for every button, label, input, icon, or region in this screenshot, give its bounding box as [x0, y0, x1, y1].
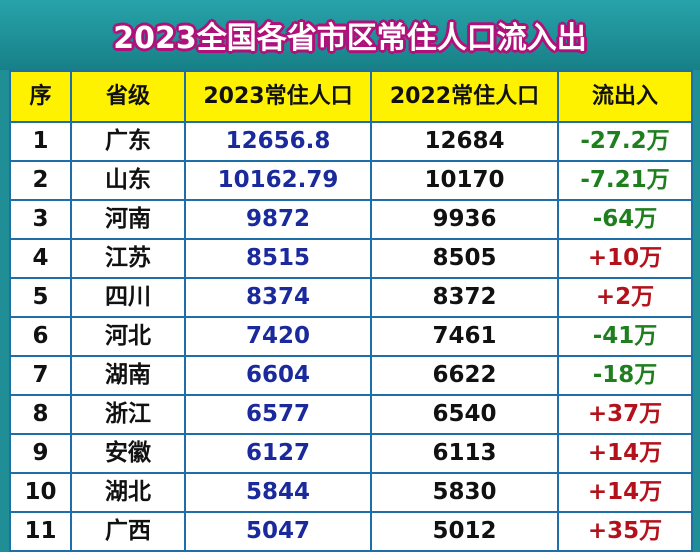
row-pop-2022: 12684: [370, 121, 559, 162]
row-pop-2022: 5012: [370, 511, 559, 552]
page-title: 2023全国各省市区常住人口流入出: [113, 21, 587, 56]
row-index: 7: [9, 355, 72, 396]
row-flow: -18万: [557, 355, 693, 396]
title-bar: 2023全国各省市区常住人口流入出: [0, 0, 700, 70]
row-pop-2023: 6604: [184, 355, 372, 396]
row-province: 浙江: [70, 394, 186, 435]
row-province: 山东: [70, 160, 186, 201]
table-row: 5 四川 8374 8372 +2万: [9, 277, 693, 318]
row-index: 1: [9, 121, 72, 162]
row-flow: +2万: [557, 277, 693, 318]
row-province: 河北: [70, 316, 186, 357]
row-pop-2023: 6577: [184, 394, 372, 435]
table-row: 7 湖南 6604 6622 -18万: [9, 355, 693, 396]
row-province: 四川: [70, 277, 186, 318]
row-flow: +14万: [557, 472, 693, 513]
row-province: 安徽: [70, 433, 186, 474]
row-index: 10: [9, 472, 72, 513]
row-index: 8: [9, 394, 72, 435]
row-pop-2023: 5047: [184, 511, 372, 552]
row-pop-2023: 6127: [184, 433, 372, 474]
row-pop-2022: 8505: [370, 238, 559, 279]
row-pop-2023: 8374: [184, 277, 372, 318]
row-pop-2022: 6540: [370, 394, 559, 435]
header-province: 省级: [70, 70, 186, 123]
table-row: 2 山东 10162.79 10170 -7.21万: [9, 160, 693, 201]
row-flow: -7.21万: [557, 160, 693, 201]
table-row: 1 广东 12656.8 12684 -27.2万: [9, 121, 693, 162]
row-pop-2023: 5844: [184, 472, 372, 513]
table-body: 1 广东 12656.8 12684 -27.2万 2 山东 10162.79 10170 -7.…: [9, 121, 693, 552]
row-pop-2022: 6113: [370, 433, 559, 474]
row-pop-2022: 10170: [370, 160, 559, 201]
table-row: 8 浙江 6577 6540 +37万: [9, 394, 693, 435]
row-flow: +14万: [557, 433, 693, 474]
row-province: 广东: [70, 121, 186, 162]
row-pop-2023: 10162.79: [184, 160, 372, 201]
population-table: 序 省级 2023常住人口 2022常住人口 流出入 1 广东 12656.8 126…: [9, 70, 693, 552]
row-pop-2023: 12656.8: [184, 121, 372, 162]
header-flow: 流出入: [557, 70, 693, 123]
row-flow: +37万: [557, 394, 693, 435]
row-pop-2022: 7461: [370, 316, 559, 357]
row-province: 河南: [70, 199, 186, 240]
row-pop-2023: 9872: [184, 199, 372, 240]
row-province: 广西: [70, 511, 186, 552]
table-row: 3 河南 9872 9936 -64万: [9, 199, 693, 240]
row-province: 江苏: [70, 238, 186, 279]
row-pop-2022: 5830: [370, 472, 559, 513]
row-pop-2023: 8515: [184, 238, 372, 279]
row-index: 9: [9, 433, 72, 474]
header-row: 序 省级 2023常住人口 2022常住人口 流出入: [9, 70, 693, 123]
row-flow: -64万: [557, 199, 693, 240]
row-pop-2022: 9936: [370, 199, 559, 240]
row-pop-2023: 7420: [184, 316, 372, 357]
row-index: 5: [9, 277, 72, 318]
header-pop-2022: 2022常住人口: [370, 70, 559, 123]
row-flow: -41万: [557, 316, 693, 357]
table-row: 9 安徽 6127 6113 +14万: [9, 433, 693, 474]
table-row: 6 河北 7420 7461 -41万: [9, 316, 693, 357]
table-row: 4 江苏 8515 8505 +10万: [9, 238, 693, 279]
row-province: 湖南: [70, 355, 186, 396]
header-index: 序: [9, 70, 72, 123]
row-index: 3: [9, 199, 72, 240]
row-province: 湖北: [70, 472, 186, 513]
row-flow: +35万: [557, 511, 693, 552]
row-index: 6: [9, 316, 72, 357]
row-flow: +10万: [557, 238, 693, 279]
header-pop-2023: 2023常住人口: [184, 70, 372, 123]
table-row: 11 广西 5047 5012 +35万: [9, 511, 693, 552]
row-pop-2022: 6622: [370, 355, 559, 396]
row-index: 2: [9, 160, 72, 201]
row-flow: -27.2万: [557, 121, 693, 162]
row-index: 11: [9, 511, 72, 552]
row-pop-2022: 8372: [370, 277, 559, 318]
row-index: 4: [9, 238, 72, 279]
table-row: 10 湖北 5844 5830 +14万: [9, 472, 693, 513]
